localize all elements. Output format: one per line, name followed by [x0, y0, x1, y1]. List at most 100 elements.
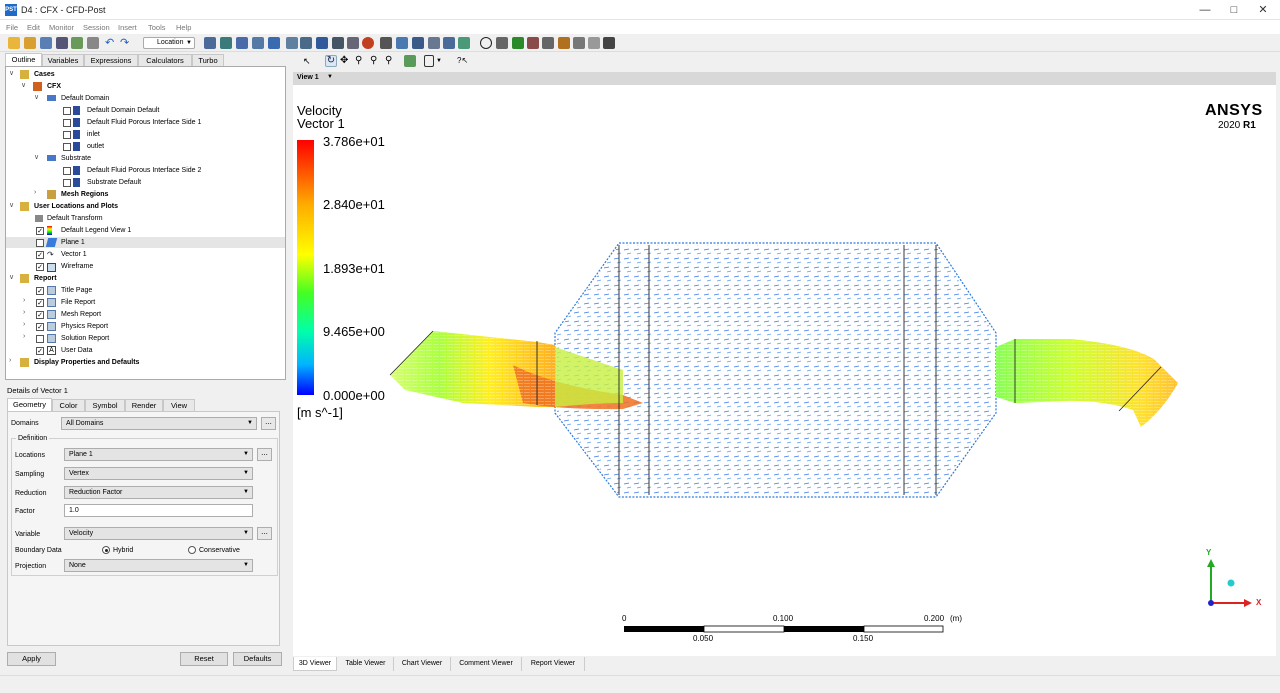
conservative-radio[interactable]	[188, 546, 196, 554]
rotate-icon[interactable]: ↻	[325, 55, 337, 67]
close-results-icon[interactable]	[56, 37, 68, 49]
defaults-button[interactable]: Defaults	[233, 652, 282, 666]
tab-expressions[interactable]: Expressions	[84, 54, 138, 67]
maximize-icon[interactable]: □	[1230, 4, 1238, 16]
tab-variables[interactable]: Variables	[42, 54, 84, 67]
expression-icon[interactable]	[396, 37, 408, 49]
visibility-checkbox[interactable]: ✓	[36, 251, 44, 259]
expand-icon[interactable]: ›	[34, 189, 37, 196]
zoom-icon[interactable]: ⚲	[355, 55, 363, 66]
redo-icon[interactable]: ↷	[120, 37, 130, 49]
variable-more-button[interactable]: ...	[257, 527, 272, 540]
visibility-checkbox[interactable]: ✓	[36, 299, 44, 307]
tree-mesh-regions[interactable]: Mesh Regions	[61, 191, 109, 198]
reset-button[interactable]: Reset	[180, 652, 228, 666]
visibility-checkbox[interactable]	[63, 167, 71, 175]
expand-icon[interactable]: ›	[23, 297, 26, 304]
visibility-checkbox[interactable]	[36, 335, 44, 343]
quick-editor-icon[interactable]	[512, 37, 524, 49]
locations-more-button[interactable]: ...	[257, 448, 272, 461]
hybrid-radio[interactable]	[102, 546, 110, 554]
menu-monitor[interactable]: Monitor	[49, 23, 75, 32]
tree-item-interface-1[interactable]: Default Fluid Porous Interface Side 1	[87, 119, 202, 126]
tree-display-properties[interactable]: Display Properties and Defaults	[34, 359, 140, 366]
visibility-checkbox[interactable]: ✓	[36, 287, 44, 295]
volume-rendering-icon[interactable]	[268, 37, 280, 49]
chart-icon[interactable]	[428, 37, 440, 49]
tree-user-locations[interactable]: User Locations and Plots	[34, 203, 119, 210]
print-icon[interactable]	[588, 37, 600, 49]
tab-symbol[interactable]: Symbol	[85, 399, 125, 412]
domains-more-button[interactable]: ...	[261, 417, 276, 430]
tree-mesh-report[interactable]: Mesh Report	[61, 311, 102, 318]
tree-cases[interactable]: Cases	[34, 71, 55, 78]
tree-file-report[interactable]: File Report	[61, 299, 96, 306]
collapse-icon[interactable]: ∨	[9, 202, 15, 209]
tree-default-domain[interactable]: Default Domain	[61, 95, 110, 102]
menu-insert[interactable]: Insert	[118, 23, 137, 32]
menu-tools[interactable]: Tools	[148, 23, 166, 32]
close-icon[interactable]: ✕	[1258, 4, 1268, 16]
save-picture-icon[interactable]	[87, 37, 99, 49]
isosurface-icon[interactable]	[286, 37, 298, 49]
contour-icon[interactable]	[220, 37, 232, 49]
tree-wireframe[interactable]: Wireframe	[61, 263, 94, 270]
fit-view-icon[interactable]	[404, 55, 416, 67]
function-calculator-icon[interactable]	[542, 37, 554, 49]
tree-default-transform[interactable]: Default Transform	[47, 215, 103, 222]
expand-icon[interactable]: ›	[23, 321, 26, 328]
pan-icon[interactable]: ✥	[340, 55, 349, 66]
load-results-icon[interactable]	[40, 37, 52, 49]
collapse-icon[interactable]: ∨	[9, 274, 15, 281]
location-dropdown[interactable]: Location ▼	[143, 37, 195, 49]
collapse-icon[interactable]: ∨	[9, 70, 15, 77]
expand-icon[interactable]: ›	[9, 357, 12, 364]
tab-outline[interactable]: Outline	[5, 53, 42, 66]
probe-icon[interactable]	[527, 37, 539, 49]
collapse-icon[interactable]: ∨	[34, 94, 40, 101]
visibility-checkbox[interactable]	[63, 119, 71, 127]
tree-report[interactable]: Report	[34, 275, 57, 282]
tab-report-viewer[interactable]: Report Viewer	[522, 657, 585, 671]
visibility-checkbox[interactable]	[63, 179, 71, 187]
tree-item-outlet[interactable]: outlet	[87, 143, 105, 150]
streamline-icon[interactable]	[236, 37, 248, 49]
clip-plane-icon[interactable]	[347, 37, 359, 49]
collapse-icon[interactable]: ∨	[21, 82, 27, 89]
menu-session[interactable]: Session	[83, 23, 110, 32]
projection-dropdown[interactable]: None ▼	[64, 559, 253, 572]
tree-default-legend[interactable]: Default Legend View 1	[61, 227, 132, 234]
tree-plane-1[interactable]: Plane 1	[61, 239, 85, 246]
vector-icon[interactable]	[204, 37, 216, 49]
visibility-checkbox[interactable]	[36, 239, 44, 247]
tree-item-inlet[interactable]: inlet	[87, 131, 100, 138]
tab-render[interactable]: Render	[125, 399, 163, 412]
chevron-down-icon[interactable]: ▼	[327, 74, 333, 80]
variable-dropdown[interactable]: Velocity ▼	[64, 527, 253, 540]
particle-track-icon[interactable]	[252, 37, 264, 49]
visibility-checkbox[interactable]: ✓	[36, 347, 44, 355]
zoom-fit-icon[interactable]: ⚲	[385, 55, 393, 66]
macro-icon[interactable]	[558, 37, 570, 49]
load-state-icon[interactable]	[8, 37, 20, 49]
tree-item-substrate-default[interactable]: Substrate Default	[87, 179, 142, 186]
tab-table-viewer[interactable]: Table Viewer	[338, 657, 394, 671]
tab-comment-viewer[interactable]: Comment Viewer	[451, 657, 522, 671]
tab-view[interactable]: View	[163, 399, 195, 412]
visibility-checkbox[interactable]	[63, 107, 71, 115]
save-state-icon[interactable]	[24, 37, 36, 49]
instance-transform-icon[interactable]	[332, 37, 344, 49]
color-map-icon[interactable]	[362, 37, 374, 49]
help-icon[interactable]: ?↖	[457, 56, 469, 65]
text-icon[interactable]	[300, 37, 312, 49]
locations-dropdown[interactable]: Plane 1 ▼	[64, 448, 253, 461]
refresh-icon[interactable]	[71, 37, 83, 49]
tree-title-page[interactable]: Title Page	[61, 287, 93, 294]
zoom-box-icon[interactable]: ⚲	[370, 55, 378, 66]
factor-input[interactable]: 1.0	[64, 504, 253, 517]
select-icon[interactable]: ↖	[303, 56, 311, 66]
visibility-checkbox[interactable]: ✓	[36, 227, 44, 235]
visibility-checkbox[interactable]: ✓	[36, 323, 44, 331]
tree-physics-report[interactable]: Physics Report	[61, 323, 109, 330]
tree-item-dd-default[interactable]: Default Domain Default	[87, 107, 160, 114]
